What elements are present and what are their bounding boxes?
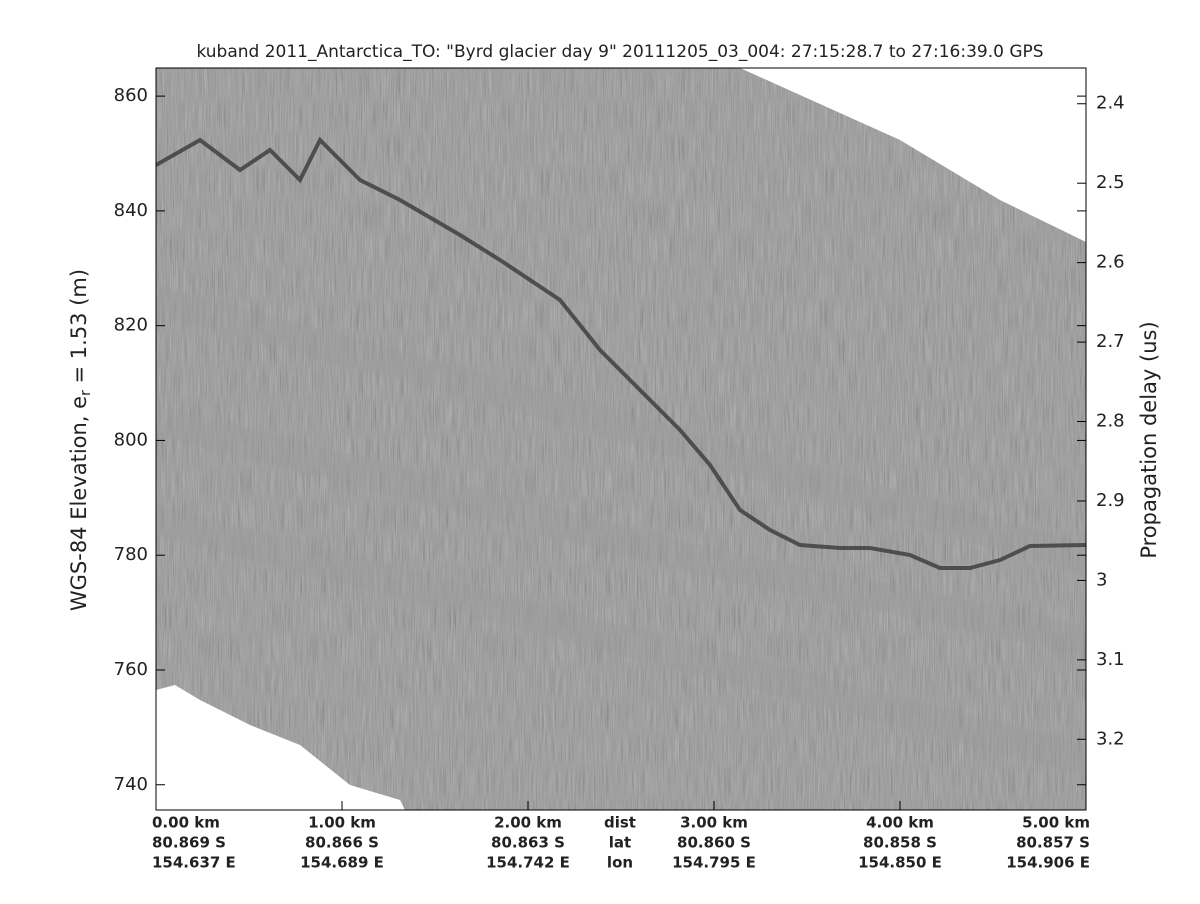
lon-label: 154.906 E: [1006, 854, 1090, 872]
y-tick-label: 840: [114, 200, 148, 221]
y-tick-label: 740: [114, 774, 148, 795]
echogram: [156, 68, 1086, 810]
lon-label: 154.850 E: [858, 854, 942, 872]
lat-label: 80.866 S: [305, 834, 379, 852]
y-tick-label: 800: [114, 429, 148, 450]
row-name: lon: [607, 854, 633, 872]
y2-tick-label: 2.9: [1096, 490, 1125, 511]
y-tick-label: 820: [114, 315, 148, 336]
y2-tick-label: 3.1: [1096, 649, 1125, 670]
y-label-rest: = 1.53 (m): [67, 269, 91, 390]
lat-label: 80.858 S: [863, 834, 937, 852]
x-tick-label: 5.00 km: [1022, 814, 1090, 832]
y-axis-label: WGS-84 Elevation, er = 1.53 (m): [67, 269, 94, 611]
lat-label: 80.857 S: [1016, 834, 1090, 852]
y-label-main: WGS-84 Elevation, e: [67, 396, 91, 611]
lon-label: 154.742 E: [486, 854, 570, 872]
plot-frame: [155, 67, 1087, 811]
row-name: lat: [609, 834, 631, 852]
lon-label: 154.689 E: [300, 854, 384, 872]
y2-tick-label: 3.2: [1096, 728, 1125, 749]
lat-label: 80.869 S: [152, 834, 226, 852]
x-tick-label: 0.00 km: [152, 814, 220, 832]
y2-tick-label: 2.5: [1096, 172, 1125, 193]
y-tick-label: 860: [114, 85, 148, 106]
y2-tick-label: 3: [1096, 569, 1107, 590]
y-tick-label: 760: [114, 659, 148, 680]
y2-tick-label: 2.4: [1096, 93, 1125, 114]
y2-axis-label: Propagation delay (us): [1137, 321, 1161, 558]
x-tick-label: 2.00 km: [494, 814, 562, 832]
y-label-subscript: r: [78, 390, 94, 396]
y2-tick-label: 2.7: [1096, 331, 1125, 352]
x-tick-label: 4.00 km: [866, 814, 934, 832]
lat-label: 80.860 S: [677, 834, 751, 852]
y-tick-label: 780: [114, 544, 148, 565]
lon-label: 154.795 E: [672, 854, 756, 872]
x-tick-label: 3.00 km: [680, 814, 748, 832]
y2-tick-label: 2.6: [1096, 252, 1125, 273]
x-tick-label: 1.00 km: [308, 814, 376, 832]
lon-label: 154.637 E: [152, 854, 236, 872]
row-name: dist: [604, 814, 636, 832]
lat-label: 80.863 S: [491, 834, 565, 852]
chart-title: kuband 2011_Antarctica_TO: "Byrd glacier…: [196, 42, 1043, 62]
y2-tick-label: 2.8: [1096, 411, 1125, 432]
